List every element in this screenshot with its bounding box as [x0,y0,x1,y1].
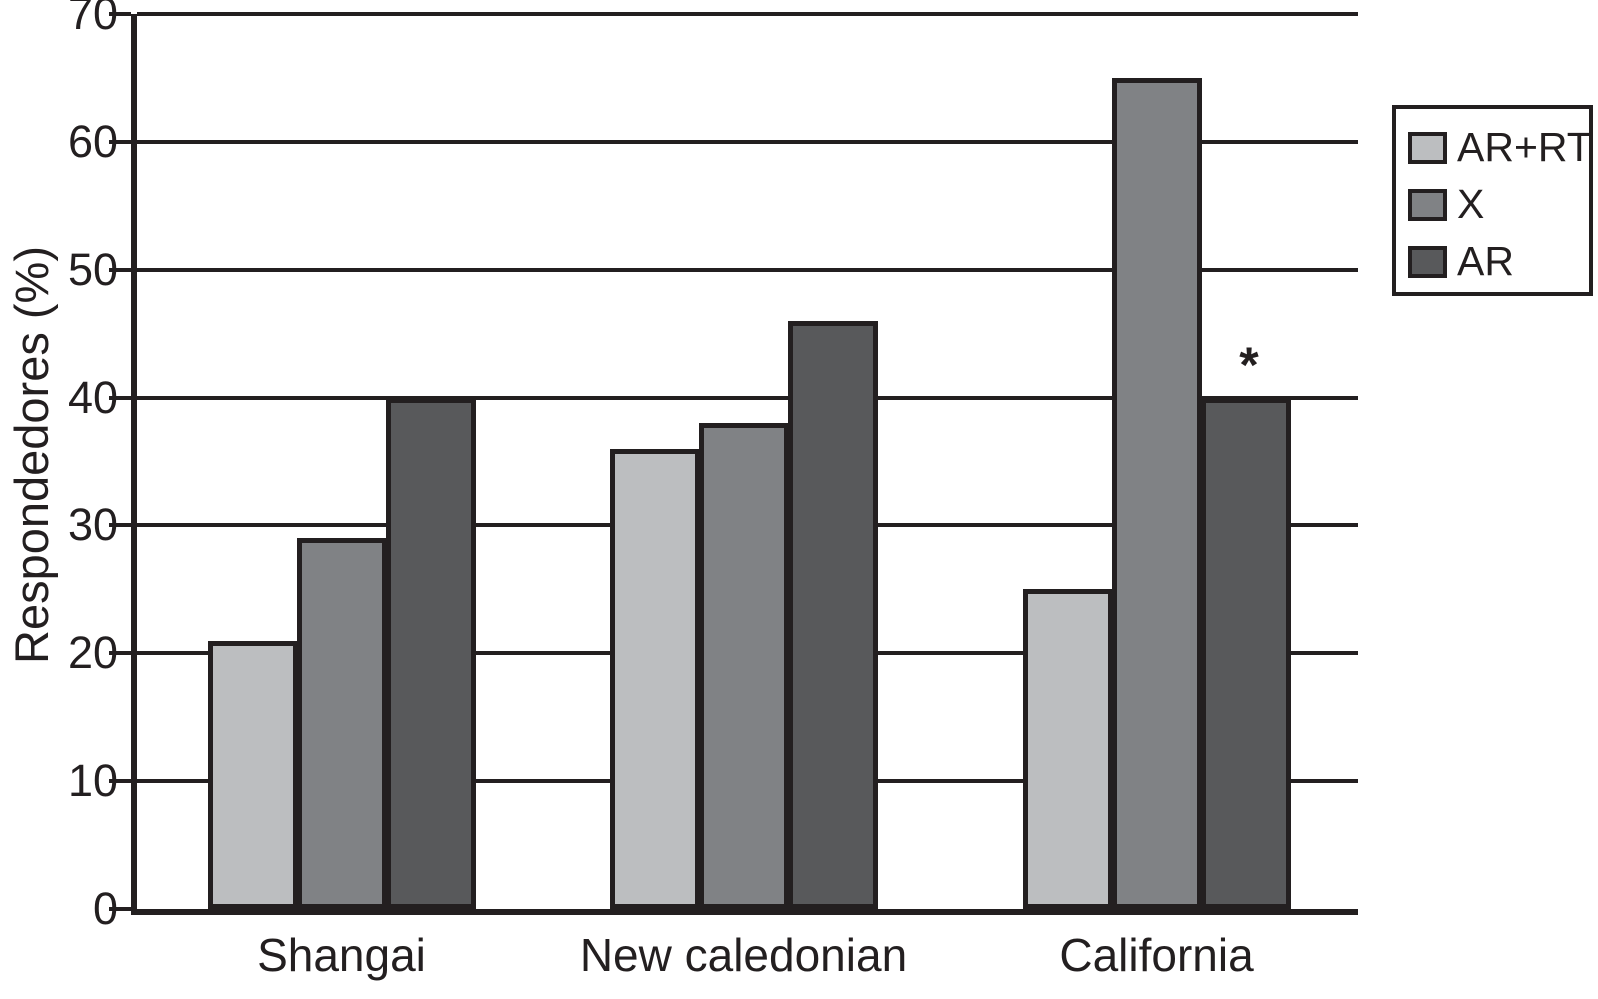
y-tick-20 [109,651,131,656]
category-label-shangai: Shangai [257,929,426,981]
legend-item-x: X [1408,176,1589,233]
bar-shangai-x [297,538,387,909]
legend-label-x: X [1457,181,1485,227]
y-tick-label-0: 0 [92,883,118,934]
legend-item-ar: AR [1408,233,1589,290]
gridline-60 [137,139,1358,144]
y-tick-label-60: 60 [67,115,118,167]
legend-label-ar-rt: AR+RT [1457,124,1592,170]
legend-box: AR+RT X AR [1392,105,1593,296]
y-tick-50 [109,267,131,272]
bar-california-ar-rt [1023,589,1113,909]
legend-swatch-ar [1408,245,1447,278]
bar-shangai-ar [386,397,476,909]
bar-new-caledonian-x [699,423,789,909]
legend-label-ar: AR [1457,238,1514,284]
y-axis-title: Respondedores (%) [5,246,58,664]
gridline-70 [137,12,1358,16]
y-tick-30 [109,523,131,528]
y-tick-label-10: 10 [67,755,118,807]
y-tick-60 [109,139,131,144]
y-tick-label-20: 20 [67,627,118,679]
bar-new-caledonian-ar [788,320,878,909]
legend-item-ar-rt: AR+RT [1408,119,1592,176]
y-tick-10 [109,779,131,784]
legend-swatch-ar-rt [1408,131,1447,164]
bar-shangai-ar-rt [208,640,298,909]
bar-california-ar [1201,397,1291,909]
y-tick-0 [109,907,131,911]
y-tick-label-70: 70 [67,0,118,39]
bar-california-x [1112,77,1202,909]
y-tick-label-40: 40 [67,371,118,423]
bar-new-caledonian-ar-rt [610,448,700,909]
y-tick-70 [109,12,131,16]
y-tick-label-50: 50 [67,243,118,295]
gridline-40 [137,395,1358,400]
legend-swatch-x [1408,188,1447,221]
significance-star: * [1239,336,1259,393]
y-tick-label-30: 30 [67,499,118,551]
gridline-50 [137,267,1358,272]
y-tick-40 [109,395,131,400]
category-label-new-caledonian: New caledonian [579,929,908,981]
plot-area [109,12,1358,915]
category-label-california: California [1059,929,1254,981]
